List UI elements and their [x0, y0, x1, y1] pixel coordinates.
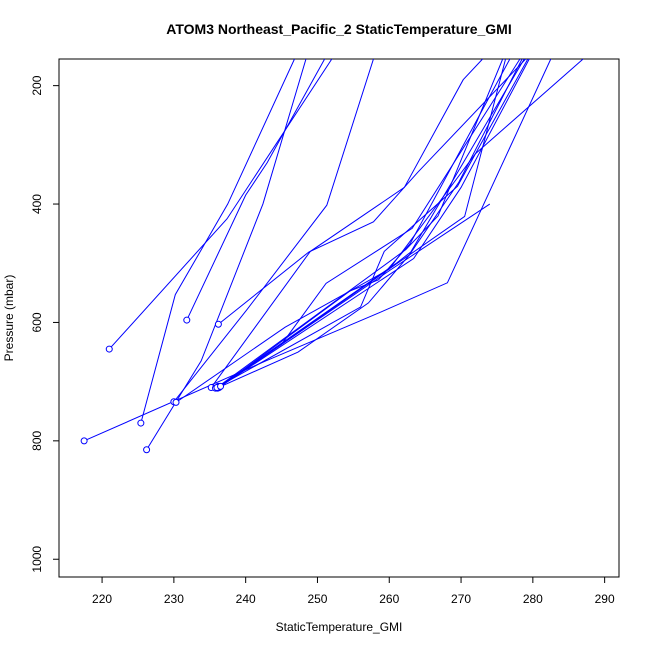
y-tick-label: 400: [30, 194, 44, 214]
x-tick-label: 250: [307, 592, 327, 606]
series-4: [137, 59, 295, 427]
x-tick-label: 220: [92, 592, 112, 606]
data-point: [183, 316, 191, 324]
x-tick-label: 240: [236, 592, 256, 606]
y-tick-label: 800: [30, 431, 44, 451]
series-line: [140, 59, 295, 424]
y-axis: 200 400 600 800 1000: [30, 75, 60, 573]
series-line: [218, 59, 527, 325]
series-line: [216, 59, 504, 388]
x-tick-label: 270: [451, 592, 471, 606]
y-tick-label: 600: [30, 312, 44, 332]
data-point: [137, 419, 145, 427]
series-line: [83, 59, 552, 442]
data-point: [143, 446, 151, 454]
data-point: [172, 398, 180, 406]
series-18: [217, 59, 507, 390]
series-2: [80, 59, 552, 445]
data-point: [105, 345, 113, 353]
series-1: [105, 59, 333, 353]
series-6: [183, 59, 326, 324]
x-axis: 220 230 240 250 260 270 280 290: [92, 576, 615, 606]
x-axis-label: StaticTemperature_GMI: [276, 620, 403, 634]
data-point: [217, 382, 225, 390]
plot-area: [80, 59, 584, 454]
x-tick-label: 290: [595, 592, 615, 606]
series-line: [108, 59, 333, 350]
x-tick-label: 230: [164, 592, 184, 606]
series-line: [217, 59, 530, 389]
y-axis-label: Pressure (mbar): [2, 275, 16, 362]
series-line: [215, 59, 529, 389]
data-point: [214, 320, 222, 328]
series-10: [214, 59, 527, 328]
x-tick-label: 280: [523, 592, 543, 606]
y-tick-label: 200: [30, 75, 44, 95]
chart-title: ATOM3 Northeast_Pacific_2 StaticTemperat…: [166, 21, 511, 37]
series-line: [219, 59, 525, 387]
y-tick-label: 1000: [30, 546, 44, 573]
data-point: [80, 437, 88, 445]
series-line: [218, 59, 511, 388]
series-line: [173, 59, 374, 403]
series-line: [186, 59, 326, 321]
series-line: [220, 59, 507, 387]
x-tick-label: 260: [379, 592, 399, 606]
